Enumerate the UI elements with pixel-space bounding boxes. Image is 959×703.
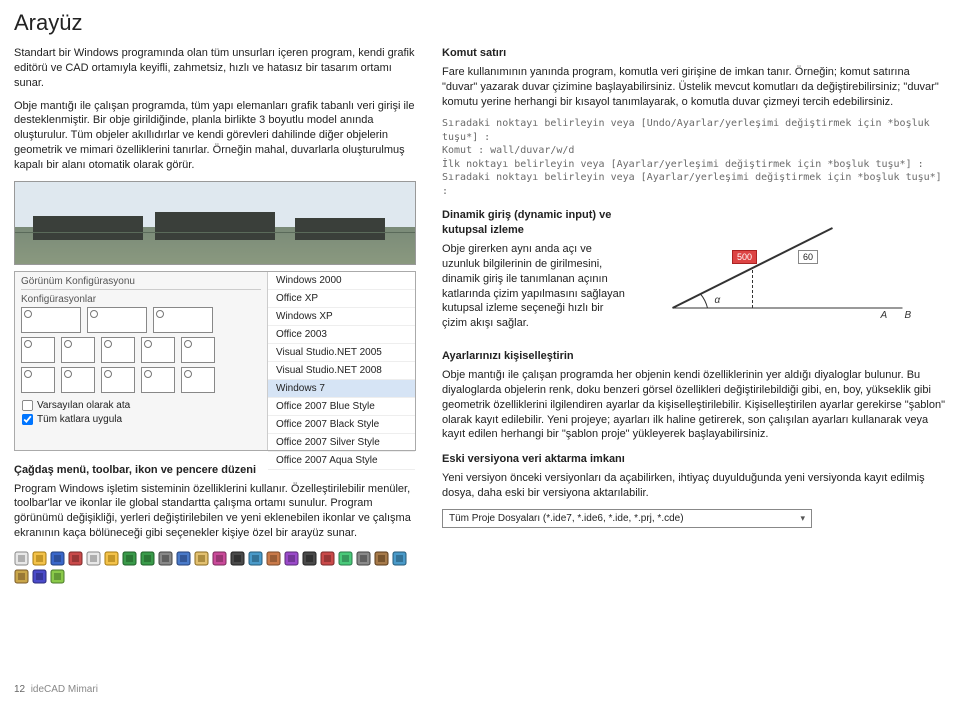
theme-list-item[interactable]: Office 2007 Silver Style xyxy=(268,434,415,452)
command-line: Sıradaki noktayı belirleyin veya [Ayarla… xyxy=(442,171,945,198)
cut-icon[interactable] xyxy=(68,551,83,566)
layout-tile[interactable] xyxy=(153,307,213,333)
save-icon[interactable] xyxy=(50,551,65,566)
layout-tile[interactable] xyxy=(21,337,55,363)
print-icon[interactable] xyxy=(158,551,173,566)
menu-section-body: Program Windows işletim sisteminin özell… xyxy=(14,482,420,541)
config-panel-title: Görünüm Konfigürasyonu xyxy=(21,276,261,290)
new-icon[interactable] xyxy=(14,551,29,566)
col-icon[interactable] xyxy=(14,569,29,584)
dim-value-b: 60 xyxy=(798,250,818,264)
text-icon[interactable] xyxy=(302,551,317,566)
config-subtitle: Konfigürasyonlar xyxy=(21,294,261,305)
theme-list-item[interactable]: Office XP xyxy=(268,290,415,308)
layout-tile[interactable] xyxy=(101,337,135,363)
copy-icon[interactable] xyxy=(86,551,101,566)
right-column: Komut satırı Fare kullanımının yanında p… xyxy=(442,46,945,584)
command-line: Komut : wall/duvar/w/d xyxy=(442,144,945,158)
dyn-body: Obje girerken aynı anda açı ve uzunluk b… xyxy=(442,242,630,331)
theme-list-item[interactable]: Visual Studio.NET 2008 xyxy=(268,362,415,380)
komut-body: Fare kullanımının yanında program, komut… xyxy=(442,65,945,110)
hatch-icon[interactable] xyxy=(338,551,353,566)
window-icon[interactable] xyxy=(392,551,407,566)
axis-b-label: B xyxy=(905,310,912,321)
opt-apply-all-label: Tüm katlara uygula xyxy=(37,414,122,425)
arc-icon[interactable] xyxy=(284,551,299,566)
redo-icon[interactable] xyxy=(140,551,155,566)
theme-list-item[interactable]: Office 2007 Black Style xyxy=(268,416,415,434)
command-line-sample: Sıradaki noktayı belirleyin veya [Undo/A… xyxy=(442,117,945,198)
pan-icon[interactable] xyxy=(194,551,209,566)
layout-tile[interactable] xyxy=(181,337,215,363)
beam-icon[interactable] xyxy=(32,569,47,584)
theme-list-item[interactable]: Office 2007 Aqua Style xyxy=(268,452,415,470)
slab-icon[interactable] xyxy=(50,569,65,584)
paste-icon[interactable] xyxy=(104,551,119,566)
angle-label: α xyxy=(715,295,721,306)
komut-head: Komut satırı xyxy=(442,46,945,61)
layout-tile[interactable] xyxy=(141,367,175,393)
layout-tile[interactable] xyxy=(61,337,95,363)
page-number: 12 xyxy=(14,684,25,695)
intro-paragraph-1: Standart bir Windows programında olan tü… xyxy=(14,46,420,91)
ayar-head: Ayarlarınızı kişiselleştirin xyxy=(442,349,945,364)
layout-tile[interactable] xyxy=(21,307,81,333)
left-column: Standart bir Windows programında olan tü… xyxy=(14,46,420,584)
zoom-icon[interactable] xyxy=(176,551,191,566)
eski-body: Yeni versiyon önceki versiyonları da aça… xyxy=(442,471,945,501)
layout-tile[interactable] xyxy=(101,367,135,393)
intro-paragraph-2: Obje mantığı ile çalışan programda, tüm … xyxy=(14,99,420,173)
eski-head: Eski versiyona veri aktarma imkanı xyxy=(442,452,945,467)
product-name: ideCAD Mimari xyxy=(31,684,98,695)
layer-icon[interactable] xyxy=(212,551,227,566)
render-preview xyxy=(14,181,416,265)
theme-list-item[interactable]: Visual Studio.NET 2005 xyxy=(268,344,415,362)
opt-default-label: Varsayılan olarak ata xyxy=(37,400,130,411)
opt-apply-all-floors[interactable]: Tüm katlara uygula xyxy=(21,413,261,427)
page-title: Arayüz xyxy=(14,10,945,36)
theme-list-item[interactable]: Windows 7 xyxy=(268,380,415,398)
opt-default-assign[interactable]: Varsayılan olarak ata xyxy=(21,399,261,413)
command-line: İlk noktayı belirleyin veya [Ayarlar/yer… xyxy=(442,158,945,172)
theme-list-item[interactable]: Office 2007 Blue Style xyxy=(268,398,415,416)
rect-icon[interactable] xyxy=(248,551,263,566)
dyn-head: Dinamik giriş (dynamic input) ve kutupsa… xyxy=(442,208,630,238)
file-type-dropdown[interactable]: Tüm Proje Dosyaları (*.ide7, *.ide6, *.i… xyxy=(442,509,812,528)
open-icon[interactable] xyxy=(32,551,47,566)
theme-list-item[interactable]: Windows XP xyxy=(268,308,415,326)
ayar-body: Obje mantığı ile çalışan programda her o… xyxy=(442,368,945,442)
page-footer: 12 ideCAD Mimari xyxy=(14,684,98,695)
theme-list: Windows 2000Office XPWindows XPOffice 20… xyxy=(267,272,415,450)
wall-icon[interactable] xyxy=(356,551,371,566)
dynamic-input-figure: A B α 500 60 xyxy=(640,208,945,328)
theme-list-item[interactable]: Windows 2000 xyxy=(268,272,415,290)
file-type-text: Tüm Proje Dosyaları (*.ide7, *.ide6, *.i… xyxy=(449,513,684,524)
dim-value-a: 500 xyxy=(732,250,757,264)
layout-tile[interactable] xyxy=(181,367,215,393)
chevron-down-icon: ▾ xyxy=(800,513,805,524)
line-icon[interactable] xyxy=(230,551,245,566)
toolbar-icon-row xyxy=(14,551,420,584)
command-line: Sıradaki noktayı belirleyin veya [Undo/A… xyxy=(442,117,945,144)
theme-list-item[interactable]: Office 2003 xyxy=(268,326,415,344)
layout-tile-grid xyxy=(21,307,261,393)
layout-tile[interactable] xyxy=(21,367,55,393)
layout-tile[interactable] xyxy=(61,367,95,393)
layout-tile[interactable] xyxy=(141,337,175,363)
circle-icon[interactable] xyxy=(266,551,281,566)
undo-icon[interactable] xyxy=(122,551,137,566)
dim-icon[interactable] xyxy=(320,551,335,566)
view-config-panel: Görünüm Konfigürasyonu Konfigürasyonlar xyxy=(14,271,416,451)
layout-tile[interactable] xyxy=(87,307,147,333)
axis-a-label: A xyxy=(880,310,888,321)
door-icon[interactable] xyxy=(374,551,389,566)
